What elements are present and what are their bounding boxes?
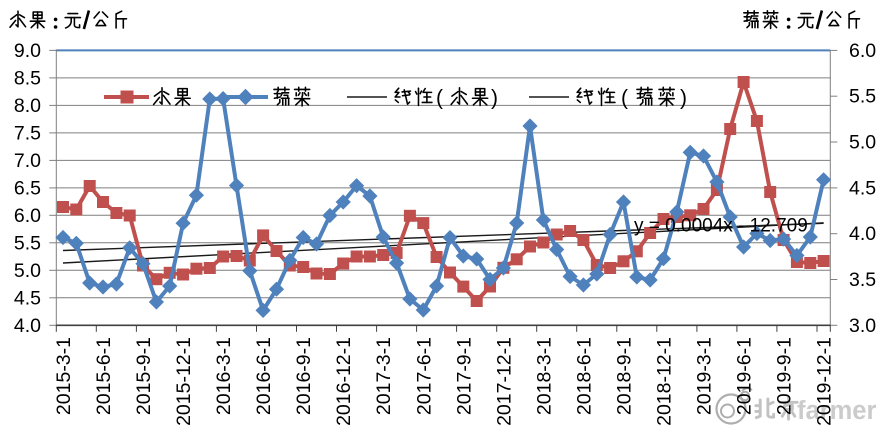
svg-text:2019-9-1: 2019-9-1 xyxy=(774,337,796,415)
svg-text:8.0: 8.0 xyxy=(14,95,41,117)
svg-text:7.5: 7.5 xyxy=(14,122,41,144)
svg-text:2018-12-1: 2018-12-1 xyxy=(654,337,676,426)
svg-text:2015-3-1: 2015-3-1 xyxy=(53,337,75,415)
svg-text:y = 0.0004x - 12.709: y = 0.0004x - 12.709 xyxy=(634,216,808,237)
svg-text:6.0: 6.0 xyxy=(849,40,876,62)
svg-text:6.5: 6.5 xyxy=(14,177,41,199)
svg-text:2017-3-1: 2017-3-1 xyxy=(373,337,395,415)
svg-text:2016-9-1: 2016-9-1 xyxy=(293,337,315,415)
svg-text:farmer: farmer xyxy=(797,397,876,425)
svg-text:): ) xyxy=(491,87,498,110)
svg-text:2018-6-1: 2018-6-1 xyxy=(573,337,595,415)
svg-text:5.0: 5.0 xyxy=(14,260,41,282)
svg-text:4.5: 4.5 xyxy=(849,177,876,199)
svg-text:(: ( xyxy=(621,87,628,110)
svg-text:2019-6-1: 2019-6-1 xyxy=(734,337,756,415)
svg-text:2019-12-1: 2019-12-1 xyxy=(814,337,836,426)
svg-text:4.5: 4.5 xyxy=(14,287,41,309)
svg-text:9.0: 9.0 xyxy=(14,40,41,62)
svg-text:2016-6-1: 2016-6-1 xyxy=(253,337,275,415)
svg-text:2015-6-1: 2015-6-1 xyxy=(93,337,115,415)
svg-text:5.5: 5.5 xyxy=(849,86,876,108)
svg-text:2018-9-1: 2018-9-1 xyxy=(614,337,636,415)
svg-text:4.0: 4.0 xyxy=(849,223,876,245)
svg-text:3.5: 3.5 xyxy=(849,269,876,291)
svg-text:2017-9-1: 2017-9-1 xyxy=(453,337,475,415)
svg-text:5.5: 5.5 xyxy=(14,232,41,254)
svg-text:2019-3-1: 2019-3-1 xyxy=(694,337,716,415)
svg-text:2017-12-1: 2017-12-1 xyxy=(493,337,515,426)
svg-text:6.0: 6.0 xyxy=(14,205,41,227)
svg-text:8.5: 8.5 xyxy=(14,67,41,89)
svg-text:2017-6-1: 2017-6-1 xyxy=(413,337,435,415)
svg-text:2016-12-1: 2016-12-1 xyxy=(333,337,355,426)
svg-text:2015-12-1: 2015-12-1 xyxy=(173,337,195,426)
svg-text:2018-3-1: 2018-3-1 xyxy=(533,337,555,415)
svg-text:2015-9-1: 2015-9-1 xyxy=(133,337,155,415)
svg-text:7.0: 7.0 xyxy=(14,150,41,172)
svg-text:3.0: 3.0 xyxy=(849,315,876,337)
svg-text:): ) xyxy=(680,87,687,110)
svg-text:2016-3-1: 2016-3-1 xyxy=(213,337,235,415)
svg-text:4.0: 4.0 xyxy=(14,315,41,337)
svg-text:5.0: 5.0 xyxy=(849,132,876,154)
svg-text:(: ( xyxy=(436,87,443,110)
